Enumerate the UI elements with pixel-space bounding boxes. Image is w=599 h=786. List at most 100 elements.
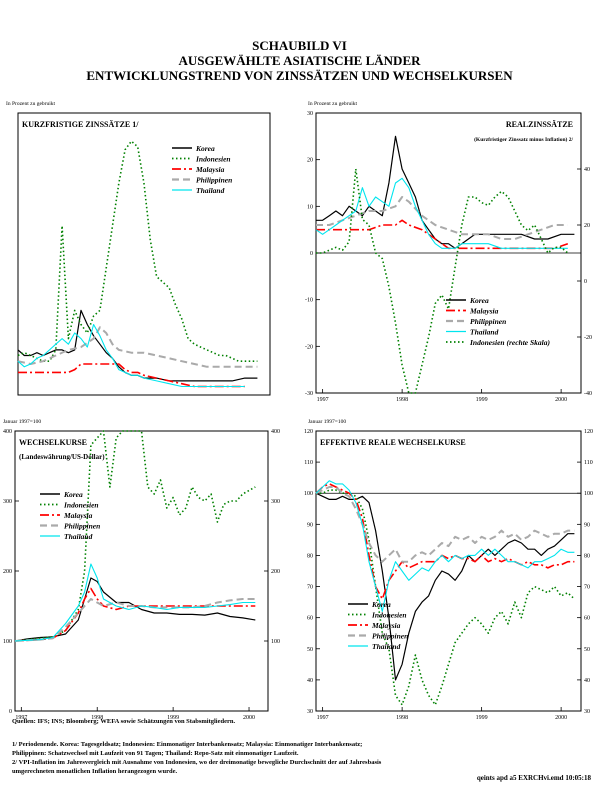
y-tick-right-label: -40	[584, 391, 592, 397]
y-tick-label: 60	[307, 616, 313, 622]
series-line-indonesien	[316, 168, 569, 394]
series-line-thailand	[14, 563, 256, 642]
y-tick-right-label: 0	[584, 279, 587, 285]
y-tick-label: -20	[305, 344, 313, 350]
series-line-korea	[17, 309, 258, 382]
x-tick-label: 1997	[317, 397, 329, 403]
x-tick-label: 1997	[317, 715, 329, 721]
series-line-korea	[315, 492, 575, 681]
y-tick-right-label: 300	[271, 499, 280, 505]
y-tick-label: 30	[307, 709, 313, 715]
y-tick-label: 70	[307, 585, 313, 591]
y-tick-label: 300	[3, 499, 12, 505]
y-tick-right-label: 40	[584, 678, 590, 684]
y-tick-right-label: 400	[271, 429, 280, 435]
y-tick-label: 0	[9, 709, 12, 715]
x-tick-label: 2000	[555, 397, 567, 403]
y-tick-label: 120	[304, 429, 313, 435]
legend-label: Philippinen	[470, 317, 506, 326]
y-tick-label: -10	[305, 298, 313, 304]
legend-label: Korea	[469, 296, 489, 305]
chart-br: Januar 1997=100 EFFEKTIVE REALE WECHSELKU…	[304, 419, 593, 721]
legend-label: Indonesien (rechte Skala)	[469, 338, 551, 347]
y-tick-right-label: 120	[584, 429, 593, 435]
footnote-1b: Philippinen: Schatzwechsel mit Laufzeit …	[12, 750, 299, 757]
y-tick-label: 90	[307, 522, 313, 528]
legend-label: Thailand	[64, 532, 93, 541]
legend-label: Malaysia	[195, 165, 225, 174]
chart-title: EFFEKTIVE REALE WECHSELKURSE	[320, 438, 466, 447]
x-tick-label: 1998	[396, 715, 408, 721]
x-tick-label: 2000	[555, 715, 567, 721]
y-tick-right-label: 90	[584, 522, 590, 528]
y-tick-right-label: 200	[271, 569, 280, 575]
footnote-2: 2/ VPI-Inflation im Jahresvergleich mit …	[12, 759, 382, 766]
main-subtitle: AUSGEWÄHLTE ASIATISCHE LÄNDER	[178, 53, 421, 68]
series-line-thailand	[315, 480, 575, 612]
series-line-philippinen	[316, 196, 568, 240]
y-tick-right-label: 110	[584, 460, 593, 466]
y-tick-label: 10	[307, 204, 313, 210]
unit-label: In Prozent zu gebruikt	[308, 101, 357, 107]
series-line-philippinen	[17, 326, 258, 368]
y-tick-right-label: 70	[584, 585, 590, 591]
legend-label: Thailand	[470, 328, 499, 337]
series-line-malaysia	[316, 219, 569, 250]
legend-label: Korea	[195, 144, 215, 153]
x-tick-label: 1998	[91, 715, 103, 721]
chart-tr: In Prozent zu gebruikt REALZINSSÄTZE (Kurz…	[305, 101, 592, 403]
y-tick-right-label: 80	[584, 553, 590, 559]
y-tick-label: 200	[3, 569, 12, 575]
y-tick-label: 110	[304, 460, 313, 466]
chart-title: KURZFRISTIGE ZINSSÄTZE 1/	[22, 120, 139, 129]
series-line-philippinen	[14, 598, 256, 642]
legend-label: Korea	[371, 600, 391, 609]
y-tick-right-label: 100	[271, 639, 280, 645]
legend-label: Philippinen	[196, 176, 232, 185]
y-tick-label: 80	[307, 553, 313, 559]
y-tick-right-label: 60	[584, 616, 590, 622]
footnotes: 1/ Periodenende. Korea: Tagesgeldsatz; I…	[12, 740, 592, 776]
y-tick-label: 50	[307, 647, 313, 653]
y-tick-right-label: 20	[584, 223, 590, 229]
y-tick-right-label: 50	[584, 647, 590, 653]
series-line-indonesien	[14, 430, 256, 642]
y-tick-label: 0	[310, 251, 313, 257]
legend-label: Philippinen	[372, 632, 408, 641]
legend-label: Malaysia	[469, 307, 499, 316]
y-tick-label: 100	[304, 491, 313, 497]
series-line-malaysia	[14, 587, 256, 642]
legend-label: Indonesien	[63, 501, 99, 510]
legend-label: Malaysia	[371, 621, 401, 630]
footnote-2b: umgerechneten monatlichen Inflation hera…	[12, 768, 178, 775]
chart-bl: Januar 1997=100 WECHSELKURSE (Landeswährun…	[3, 419, 280, 721]
chart-frame	[14, 430, 269, 712]
x-tick-label: 1997	[15, 715, 27, 721]
chart-subtitle: (Kurzfristiger Zinssatz minus Inflation)…	[474, 136, 573, 143]
chart-frame	[315, 430, 582, 712]
y-tick-right-label: 30	[584, 709, 590, 715]
legend-label: Indonesien	[195, 155, 231, 164]
y-tick-label: 40	[307, 678, 313, 684]
chart-title: WECHSELKURSE	[19, 438, 87, 447]
y-tick-label: 30	[307, 111, 313, 117]
y-tick-right-label: 100	[584, 491, 593, 497]
series-line-korea	[316, 135, 575, 249]
series-line-malaysia	[315, 483, 575, 600]
x-tick-label: 1999	[476, 397, 488, 403]
legend-label: Malaysia	[63, 511, 93, 520]
x-tick-label: 1999	[167, 715, 179, 721]
chart-subtitle: (Landeswährung/US-Dollar)	[19, 453, 105, 461]
legend-label: Indonesien	[371, 611, 407, 620]
series-line-korea	[14, 577, 256, 642]
main-title: SCHAUBILD VI	[252, 38, 347, 53]
y-tick-label: -30	[305, 391, 313, 397]
legend-label: Thailand	[196, 186, 225, 195]
legend-label: Korea	[63, 490, 83, 499]
series-line-indonesien	[316, 489, 575, 706]
source-note: Quellen: IFS; INS; Bloomberg; WEFA sowie…	[12, 718, 236, 725]
series-line-indonesien	[17, 140, 258, 363]
file-code: qeints apd a5 EXRCHvi.emd 10:05:18	[476, 774, 591, 782]
series-line-thailand	[17, 323, 245, 388]
chart-tl: In Prozent zu gebruikt KURZFRISTIGE ZINSS…	[6, 101, 271, 396]
